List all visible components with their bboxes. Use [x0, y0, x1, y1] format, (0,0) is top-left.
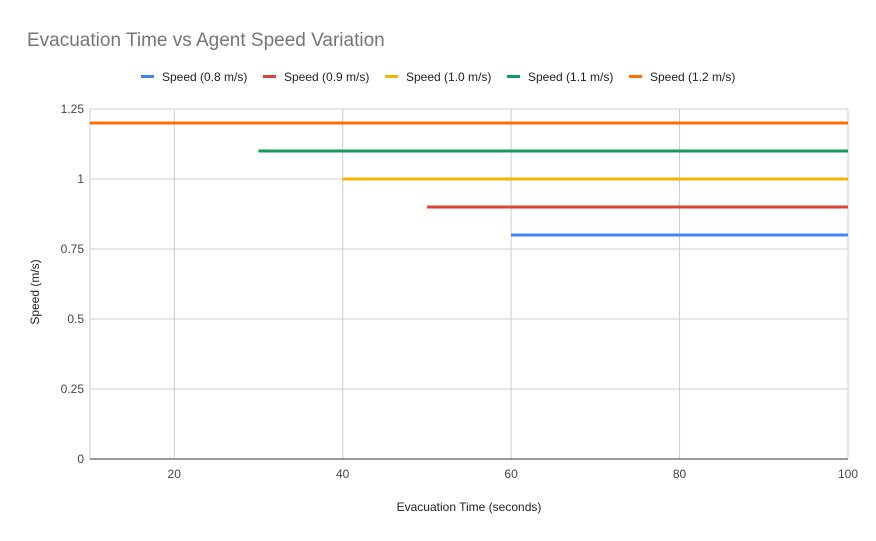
y-tick-labels: 0 0.25 0.5 0.75 1 1.25: [61, 102, 85, 466]
y-tick-label: 1.25: [61, 102, 85, 116]
legend-swatch: [507, 75, 520, 78]
x-tick-label: 20: [168, 467, 182, 481]
chart-title: Evacuation Time vs Agent Speed Variation: [27, 30, 385, 51]
legend-swatch: [263, 75, 276, 78]
x-tick-label: 100: [838, 467, 858, 481]
x-tick-label: 40: [336, 467, 350, 481]
legend-label: Speed (1.0 m/s): [406, 70, 491, 84]
legend-label: Speed (1.1 m/s): [528, 70, 613, 84]
gridlines: [89, 108, 849, 459]
y-tick-label: 0.5: [67, 312, 84, 326]
legend-label: Speed (0.9 m/s): [284, 70, 369, 84]
x-tick-label: 80: [673, 467, 687, 481]
legend-label: Speed (0.8 m/s): [162, 70, 247, 84]
legend-label: Speed (1.2 m/s): [650, 70, 735, 84]
x-tick-labels: 20 40 60 80 100: [168, 467, 859, 481]
x-axis-label: Evacuation Time (seconds): [397, 500, 542, 514]
legend: Speed (0.8 m/s) Speed (0.9 m/s) Speed (1.0…: [141, 70, 735, 84]
x-tick-label: 60: [504, 467, 518, 481]
y-tick-label: 0: [77, 452, 84, 466]
series-lines: [90, 121, 848, 237]
y-tick-label: 1: [77, 172, 84, 186]
legend-swatch: [385, 75, 398, 78]
y-tick-label: 0.75: [61, 242, 85, 256]
legend-swatch: [141, 75, 154, 78]
legend-swatch: [629, 75, 642, 78]
y-tick-label: 0.25: [61, 382, 85, 396]
y-axis-label: Speed (m/s): [28, 259, 42, 324]
